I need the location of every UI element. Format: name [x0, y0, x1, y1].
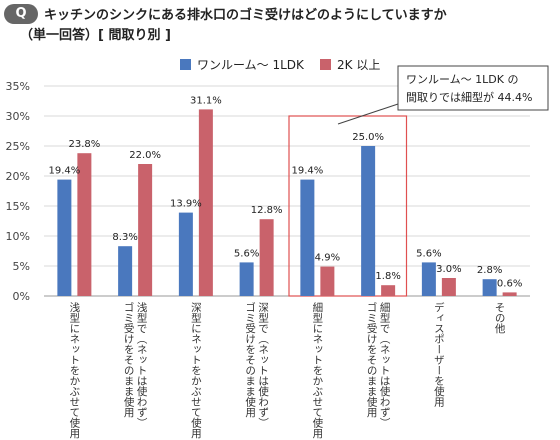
bar-value-label: 8.3%	[112, 232, 137, 243]
category-label: ゴミ受けをそのまま使用	[244, 301, 256, 418]
y-tick-label: 15%	[6, 200, 30, 213]
bar-value-label: 25.0%	[352, 132, 384, 143]
bar-series1	[421, 262, 436, 296]
bar-series2	[198, 109, 213, 297]
legend-label: ワンルーム～ 1LDK	[197, 58, 305, 72]
bar-series2	[320, 266, 335, 296]
y-tick-label: 25%	[6, 140, 30, 153]
value-labels: 19.4% 8.3% 13.9% 5.6% 19.4% 25.0% 5.6% 2.8% 23.8…	[48, 95, 522, 289]
bar-series1	[482, 279, 497, 296]
bar-value-label: 4.9%	[315, 253, 340, 264]
bar-series2	[502, 292, 517, 296]
category-label: 細型にネットをかぶせて使用	[311, 301, 323, 439]
y-tick-label: 0%	[13, 290, 30, 303]
category-labels: 浅型にネットをかぶせて使用 浅型で（ネットは使わず）ゴミ受けをそのまま使用 深型にネ…	[68, 301, 505, 439]
category-label: ゴミ受けをそのまま使用	[366, 301, 378, 418]
bar-value-label: 3.0%	[436, 264, 461, 275]
bar-series2	[259, 219, 274, 296]
category-label: 深型にネットをかぶせて使用	[190, 302, 202, 439]
bar-series2	[441, 278, 456, 296]
bars	[57, 109, 517, 297]
bar-series1	[239, 262, 254, 296]
y-axis-ticks: 0% 5% 10% 15% 20% 25% 30% 35%	[6, 80, 30, 303]
bar-value-label: 12.8%	[251, 205, 283, 216]
bar-series2	[77, 153, 92, 296]
y-tick-label: 35%	[6, 80, 30, 93]
bar-value-label: 23.8%	[68, 139, 100, 150]
chart-subtitle: （単一回答）[ 間取り別 ]	[20, 28, 171, 43]
bar-series2	[138, 164, 153, 296]
annotation-line2: 間取りでは細型が 44.4%	[406, 90, 532, 104]
legend-swatch	[320, 59, 331, 70]
bar-series1	[361, 146, 376, 296]
annotation-box	[397, 65, 549, 111]
category-label: 細型で（ネットは使わず）	[379, 301, 391, 428]
category-label: 浅型にネットをかぶせて使用	[68, 301, 80, 439]
annotation-leader	[337, 103, 399, 125]
category-label: ゴミ受けをそのまま使用	[123, 301, 135, 418]
bar-value-label: 31.1%	[190, 95, 222, 106]
category-label: その他	[494, 302, 506, 334]
chart-title: キッチンのシンクにある排水口のゴミ受けはどのようにしていますか	[44, 8, 447, 23]
bar-value-label: 19.4%	[291, 166, 323, 177]
bar-value-label: 0.6%	[497, 278, 522, 289]
legend-swatch	[180, 59, 191, 70]
bar-series1	[118, 246, 133, 296]
y-tick-label: 30%	[6, 110, 30, 123]
bar-value-label: 13.9%	[170, 199, 202, 210]
category-label: 浅型で（ネットは使わず）	[136, 301, 148, 428]
bar-value-label: 2.8%	[477, 265, 502, 276]
bar-value-label: 5.6%	[416, 248, 441, 259]
bar-series2	[381, 285, 396, 296]
annotation-line1: ワンルーム～ 1LDK の	[406, 73, 518, 86]
bar-value-label: 19.4%	[48, 166, 80, 177]
bar-series1	[57, 179, 72, 296]
highlight-group	[288, 115, 408, 297]
highlight-box	[288, 115, 408, 297]
category-label: ディスポーザーを使用	[433, 301, 445, 408]
bar-value-label: 22.0%	[129, 150, 161, 161]
category-label: 深型で（ネットは使わず）	[257, 302, 269, 428]
y-tick-label: 20%	[6, 170, 30, 183]
bar-series1	[178, 212, 193, 296]
legend: ワンルーム～ 1LDK 2K 以上	[180, 58, 380, 72]
question-badge: Q	[4, 4, 38, 24]
bar-value-label: 1.8%	[375, 271, 400, 282]
y-tick-label: 10%	[6, 230, 30, 243]
y-tick-label: 5%	[13, 260, 30, 273]
bar-value-label: 5.6%	[234, 248, 259, 259]
bar-series1	[300, 179, 315, 296]
legend-label: 2K 以上	[337, 58, 380, 72]
